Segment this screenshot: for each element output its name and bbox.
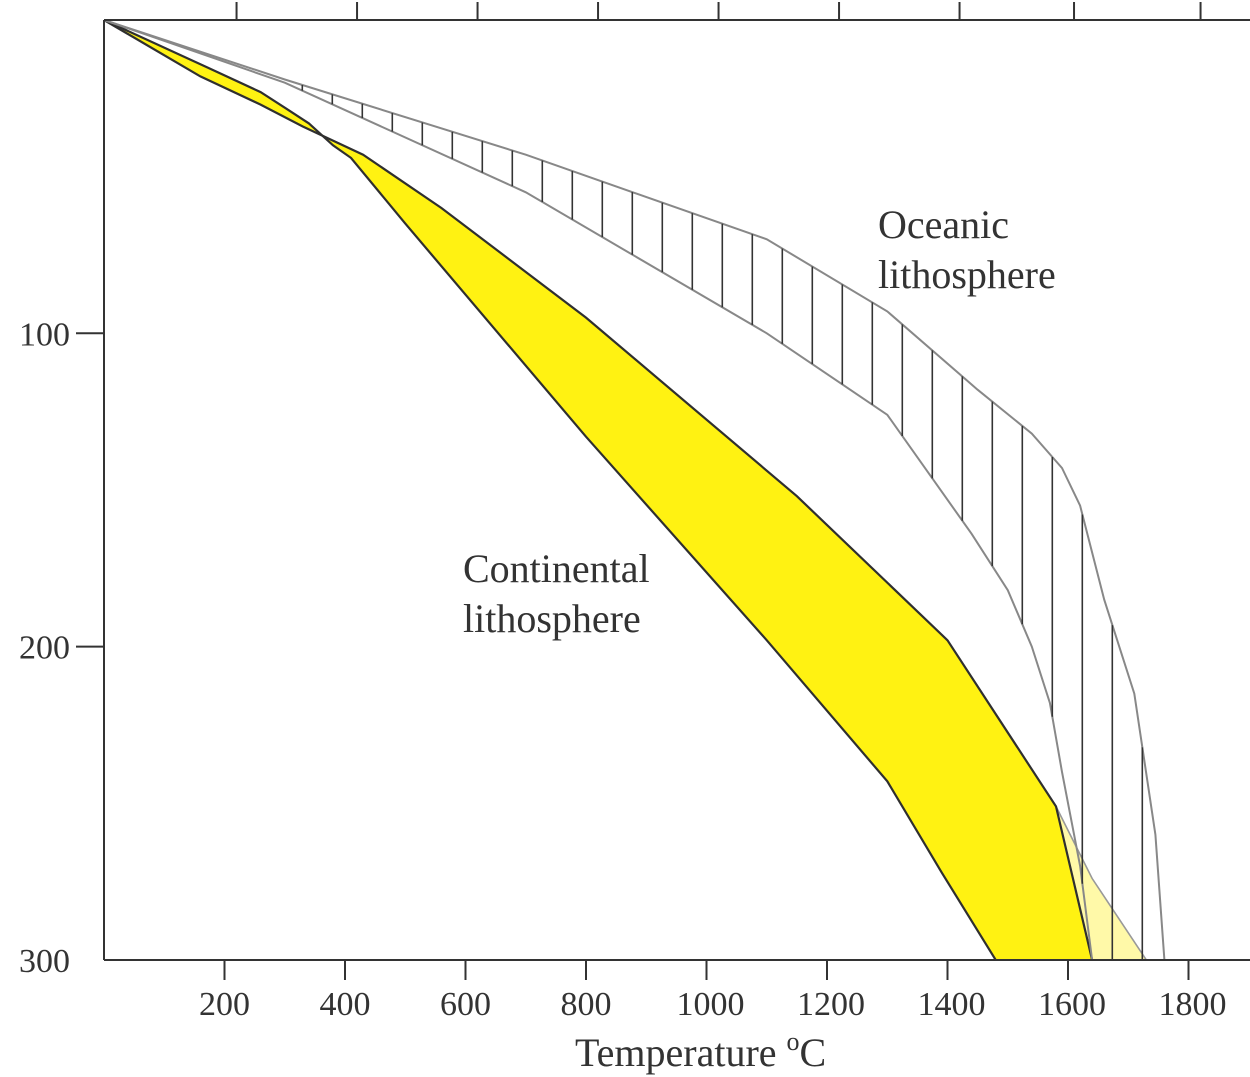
continental-lithosphere-area [104, 20, 1093, 960]
y-tick-label: 100 [19, 316, 70, 353]
x-tick-label: 400 [320, 986, 371, 1023]
oceanic-hatching [301, 85, 1144, 960]
continental-lithosphere-label-line2: lithosphere [463, 596, 641, 641]
oceanic-lithosphere-label-line1: Oceanic [878, 202, 1009, 247]
x-tick-label: 1000 [677, 986, 745, 1023]
y-tick-label: 300 [19, 943, 70, 980]
axes: 200 400 600 800 1000 1200 1400 1600 1800 100 200 30… [19, 2, 1250, 1023]
x-tick-label: 200 [199, 986, 250, 1023]
x-tick-label: 1800 [1159, 986, 1227, 1023]
x-tick-label: 1600 [1038, 986, 1106, 1023]
x-tick-label: 1200 [797, 986, 865, 1023]
continental-lithosphere-label-line1: Continental [463, 546, 650, 591]
x-tick-label: 600 [440, 986, 491, 1023]
x-axis-unit: C [800, 1030, 827, 1075]
x-tick-label: 1400 [918, 986, 986, 1023]
oceanic-upper-boundary [103, 19, 1166, 960]
continental-lower-boundary [103, 19, 997, 961]
continental-upper-boundary [103, 19, 1094, 961]
y-tick-label: 200 [19, 630, 70, 667]
oceanic-lithosphere-label-line2: lithosphere [878, 252, 1056, 297]
oceanic-lower-boundary [103, 19, 1094, 961]
x-tick-label: 800 [561, 986, 612, 1023]
plot-area [103, 19, 1166, 961]
x-axis-title: Temperature oC [575, 1027, 826, 1075]
x-axis-title-text: Temperature [575, 1030, 777, 1075]
x-axis-unit-degree: o [787, 1027, 800, 1056]
